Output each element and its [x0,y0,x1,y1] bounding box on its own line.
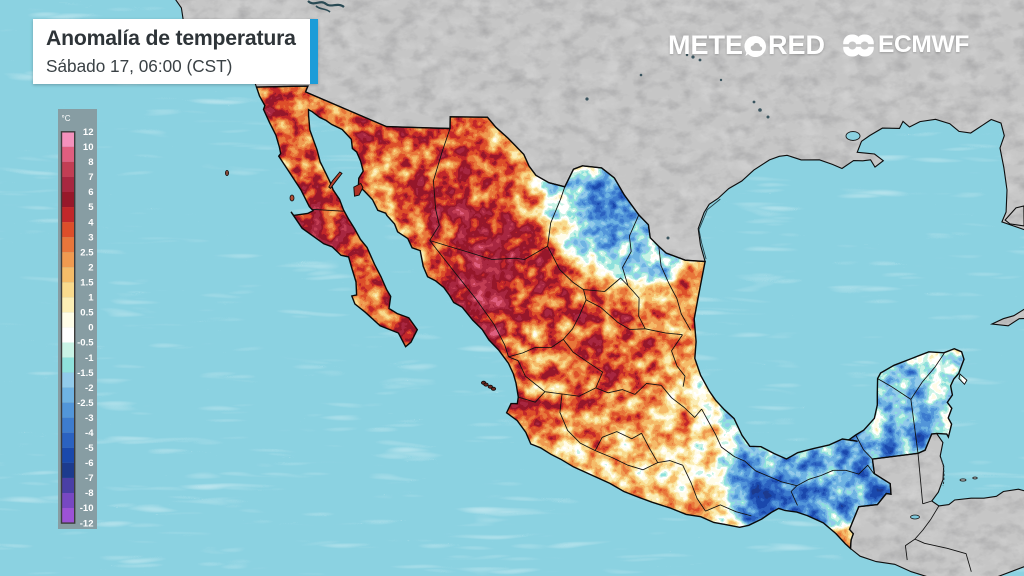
svg-text:-3: -3 [85,413,93,424]
svg-text:3: 3 [88,232,93,243]
svg-text:-7: -7 [85,473,93,484]
svg-text:7: 7 [88,172,93,183]
svg-text:12: 12 [83,127,94,138]
svg-text:-0.5: -0.5 [77,338,94,349]
svg-text:1: 1 [88,293,94,304]
svg-text:-6: -6 [85,458,93,469]
svg-text:0: 0 [88,323,93,334]
svg-text:2.5: 2.5 [80,247,94,258]
svg-text:0.5: 0.5 [80,308,94,319]
svg-text:-4: -4 [85,428,94,439]
svg-text:-2.5: -2.5 [77,398,94,409]
svg-text:2: 2 [88,262,93,273]
svg-text:-8: -8 [85,488,93,499]
svg-text:-1.5: -1.5 [77,368,94,379]
svg-text:°C: °C [62,114,71,123]
svg-text:5: 5 [88,202,94,213]
svg-text:4: 4 [88,217,94,228]
svg-text:8: 8 [88,157,93,168]
svg-text:6: 6 [88,187,93,198]
svg-text:-1: -1 [85,353,94,364]
svg-text:-2: -2 [85,383,93,394]
svg-text:-5: -5 [85,443,94,454]
svg-text:10: 10 [83,142,94,153]
svg-text:1.5: 1.5 [80,278,94,289]
svg-text:-10: -10 [80,503,94,514]
svg-text:-12: -12 [80,518,94,529]
